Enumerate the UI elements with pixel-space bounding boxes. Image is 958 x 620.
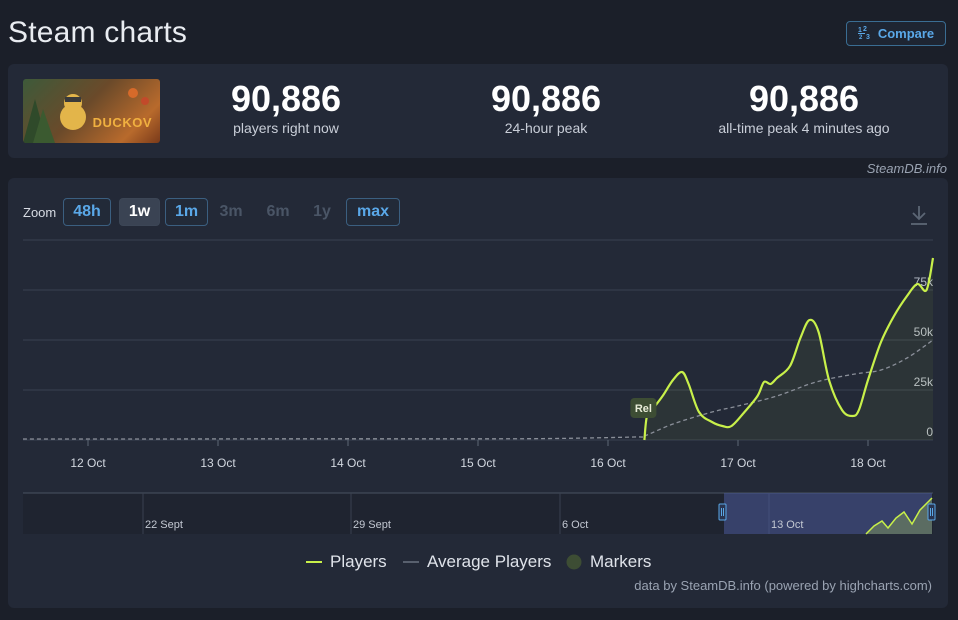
- zoom-1w-button[interactable]: 1w: [119, 198, 160, 226]
- release-marker[interactable]: [630, 398, 657, 418]
- steamdb-credit[interactable]: SteamDB.info: [866, 161, 947, 176]
- zoom-max-button[interactable]: max: [346, 198, 400, 226]
- highcharts-credit[interactable]: data by SteamDB.info (powered by highcha…: [634, 578, 932, 593]
- y-tick-label: 50k: [914, 325, 934, 339]
- navigator-selection[interactable]: [724, 493, 932, 534]
- legend-marker: [566, 554, 582, 570]
- game-logo: DUCKOV: [92, 115, 152, 130]
- release-marker-label: Rel: [635, 403, 652, 415]
- download-icon[interactable]: [908, 203, 930, 227]
- stat-label: 24-hour peak: [504, 120, 588, 136]
- x-tick-label: 15 Oct: [460, 456, 496, 470]
- chart-legend: Players Average Players Markers: [8, 552, 948, 572]
- x-tick-label: 18 Oct: [850, 456, 886, 470]
- stat-players-now: 90,886 players right now: [176, 78, 396, 136]
- compare-button[interactable]: 1 2 2 3 Compare: [846, 21, 946, 46]
- legend-average-players[interactable]: Average Players: [403, 552, 551, 572]
- stat-label: all-time peak 4 minutes ago: [718, 120, 890, 136]
- zoom-48h-button[interactable]: 48h: [63, 198, 111, 226]
- game-image[interactable]: DUCKOV: [23, 79, 160, 143]
- svg-text:3: 3: [866, 34, 870, 39]
- zoom-3m-button: 3m: [219, 203, 243, 220]
- navigator-label: 6 Oct: [562, 519, 588, 531]
- navigator[interactable]: 22 Sept 29 Sept 6 Oct 13 Oct: [8, 492, 948, 536]
- page-title: Steam charts: [8, 16, 188, 49]
- stat-value: 90,886: [748, 78, 860, 119]
- stat-all-time-peak: 90,886 all-time peak 4 minutes ago: [694, 78, 914, 136]
- legend-label: Markers: [590, 552, 652, 571]
- x-tick-label: 16 Oct: [590, 456, 626, 470]
- navigator-right-handle[interactable]: [927, 503, 936, 521]
- navigator-label: 29 Sept: [353, 519, 391, 531]
- zoom-1m-button[interactable]: 1m: [165, 198, 208, 226]
- legend-markers[interactable]: Markers: [566, 552, 651, 572]
- x-tick-label: 13 Oct: [200, 456, 236, 470]
- svg-text:1: 1: [858, 27, 862, 34]
- compare-label: Compare: [877, 26, 935, 41]
- x-tick-label: 17 Oct: [720, 456, 756, 470]
- navigator-label: 13 Oct: [771, 519, 803, 531]
- x-tick-label: 12 Oct: [70, 456, 106, 470]
- x-tick-label: 14 Oct: [330, 456, 366, 470]
- svg-text:2: 2: [859, 35, 863, 39]
- zoom-6m-button: 6m: [266, 203, 290, 220]
- navigator-series-line: [865, 497, 933, 535]
- players-line: [643, 257, 935, 441]
- chart-card: Zoom 48h 1w 1m 3m 6m 1y max 0 25k 50k 75k 1…: [8, 178, 948, 608]
- average-players-line: [22, 339, 934, 440]
- legend-label: Average Players: [427, 552, 552, 571]
- stat-label: players right now: [233, 120, 339, 136]
- zoom-1y-button: 1y: [313, 203, 331, 220]
- zoom-label: Zoom: [23, 205, 57, 220]
- y-tick-label: 25k: [914, 375, 934, 389]
- players-area: [644, 258, 933, 440]
- stat-value: 90,886: [490, 78, 602, 119]
- y-tick-label: 0: [926, 425, 933, 439]
- legend-label: Players: [330, 552, 387, 571]
- legend-players[interactable]: Players: [306, 552, 387, 572]
- navigator-left-handle[interactable]: [718, 503, 727, 521]
- stat-value: 90,886: [230, 78, 342, 119]
- svg-text:2: 2: [863, 26, 867, 33]
- stat-24h-peak: 90,886 24-hour peak: [436, 78, 656, 136]
- navigator-label: 22 Sept: [145, 519, 183, 531]
- numbers-icon: 1 2 2 3: [857, 25, 872, 42]
- stats-card: DUCKOV 90,886 players right now 90,886 2…: [8, 64, 948, 158]
